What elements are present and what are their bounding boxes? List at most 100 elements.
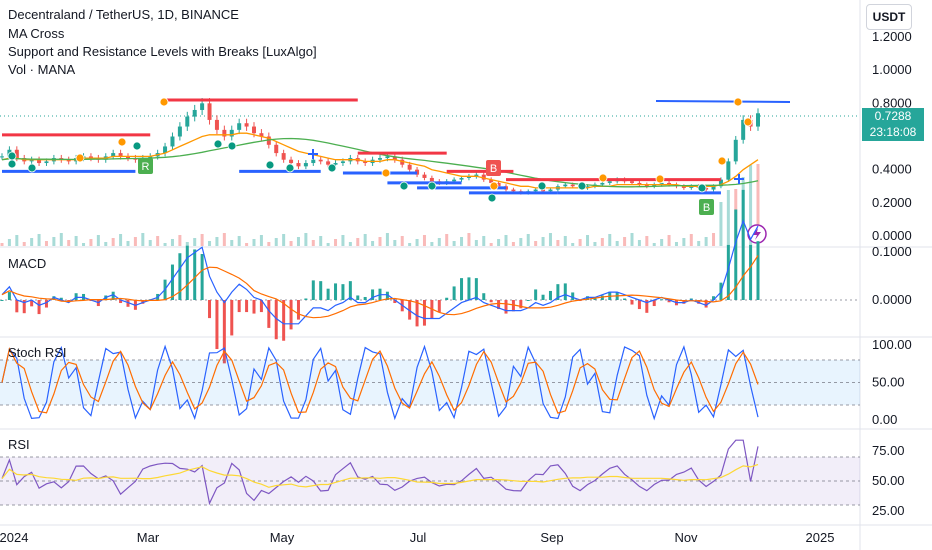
volume-bar bbox=[630, 233, 634, 246]
support-dot bbox=[697, 183, 707, 193]
macd-histogram-bar bbox=[334, 283, 338, 300]
candle-body bbox=[185, 116, 190, 127]
price-tick-label: 0.0000 bbox=[872, 228, 912, 243]
volume-bar bbox=[519, 238, 523, 246]
macd-histogram-bar bbox=[185, 245, 189, 300]
volume-bar bbox=[682, 238, 686, 246]
volume-bar bbox=[104, 242, 108, 246]
stoch-d-line bbox=[1, 347, 759, 414]
macd-histogram-bar bbox=[548, 290, 552, 300]
rsi-tick-label: 50.00 bbox=[872, 473, 905, 488]
recent-resistance-line bbox=[655, 100, 791, 103]
macd-histogram-bar bbox=[267, 300, 271, 328]
macd-histogram-bar bbox=[437, 300, 441, 313]
candle-body bbox=[459, 177, 464, 180]
rsi-tick-label: 25.00 bbox=[872, 503, 905, 518]
macd-histogram-bar bbox=[682, 300, 686, 304]
volume-bar bbox=[170, 239, 174, 246]
volume-bar bbox=[178, 235, 182, 246]
macd-histogram-bar bbox=[59, 297, 63, 300]
macd-histogram-bar bbox=[22, 300, 26, 314]
bullish-break-label-bg bbox=[699, 199, 714, 215]
candle-body bbox=[37, 159, 42, 164]
volume-bar bbox=[378, 237, 382, 246]
volume-bar bbox=[111, 238, 115, 246]
volume-bar bbox=[756, 164, 760, 246]
time-tick-label: May bbox=[270, 530, 295, 545]
macd-line bbox=[1, 219, 759, 325]
stoch-tick-label: 100.00 bbox=[872, 337, 912, 352]
volume-bar bbox=[163, 243, 167, 246]
candle-body bbox=[533, 189, 538, 192]
macd-histogram-bar bbox=[541, 294, 545, 300]
macd-histogram-bar bbox=[15, 300, 19, 313]
macd-histogram-bar bbox=[208, 300, 212, 319]
volume-bar bbox=[586, 235, 590, 246]
macd-histogram-bar bbox=[215, 300, 219, 350]
time-tick-label: 2025 bbox=[806, 530, 835, 545]
macd-histogram-bar bbox=[363, 296, 367, 300]
macd-histogram-bar bbox=[30, 300, 34, 307]
lightning-icon-glyph bbox=[753, 228, 761, 240]
macd-histogram-bar bbox=[749, 244, 753, 300]
bullish-break-label: B bbox=[703, 202, 710, 214]
volume-bar bbox=[422, 235, 426, 246]
volume-bar bbox=[22, 242, 26, 246]
macd-histogram-bar bbox=[44, 300, 48, 308]
macd-histogram-bar bbox=[408, 300, 412, 320]
macd-histogram-bar bbox=[504, 300, 508, 314]
macd-histogram-bar bbox=[667, 300, 671, 303]
candle-body bbox=[118, 153, 123, 157]
macd-histogram-bar bbox=[259, 300, 263, 313]
candle-body bbox=[274, 144, 279, 154]
candle-body bbox=[14, 149, 19, 159]
candle-body bbox=[363, 161, 368, 164]
indicator-support-resistance[interactable]: Support and Resistance Levels with Break… bbox=[8, 44, 317, 59]
volume-bar bbox=[156, 236, 160, 246]
macd-histogram-bar bbox=[511, 300, 515, 312]
candle-body bbox=[318, 159, 323, 162]
macd-histogram-bar bbox=[393, 300, 397, 304]
macd-histogram-bar bbox=[200, 253, 204, 300]
volume-bar bbox=[59, 233, 63, 246]
volume-bar bbox=[400, 236, 404, 246]
volume-bar bbox=[482, 236, 486, 246]
candle-body bbox=[466, 176, 471, 178]
volume-bar bbox=[600, 238, 604, 246]
candle-body bbox=[496, 182, 501, 187]
macd-histogram-bar bbox=[452, 286, 456, 300]
candle-body bbox=[718, 179, 723, 187]
volume-bar bbox=[467, 233, 471, 246]
candle-body bbox=[689, 186, 694, 188]
volume-bar bbox=[119, 234, 123, 246]
volume-bar bbox=[252, 239, 256, 246]
resistance-break-label-bg bbox=[138, 158, 153, 174]
macd-histogram-bar bbox=[497, 300, 501, 310]
macd-histogram-bar bbox=[660, 299, 664, 301]
volume-bar bbox=[15, 235, 19, 246]
candle-body bbox=[163, 146, 168, 154]
macd-histogram-bar bbox=[222, 300, 226, 364]
macd-histogram-bar bbox=[326, 288, 330, 300]
indicator-ma-cross[interactable]: MA Cross bbox=[8, 26, 65, 41]
candle-body bbox=[392, 156, 397, 160]
candle-body bbox=[667, 182, 672, 185]
macd-histogram-bar bbox=[311, 280, 315, 300]
volume-bar bbox=[437, 238, 441, 246]
volume-bar bbox=[593, 242, 597, 246]
volume-bar bbox=[415, 239, 419, 246]
currency-selector[interactable]: USDT bbox=[866, 4, 912, 30]
support-dot bbox=[427, 181, 437, 191]
volume-bar bbox=[430, 242, 434, 246]
indicator-volume[interactable]: Vol · MANA bbox=[8, 62, 76, 77]
macd-histogram-bar bbox=[726, 244, 730, 300]
volume-bar bbox=[341, 235, 345, 246]
volume-bar bbox=[393, 240, 397, 246]
macd-histogram-bar bbox=[274, 300, 278, 340]
candle-body bbox=[266, 136, 271, 145]
signal-dot bbox=[489, 181, 499, 191]
support-dot bbox=[213, 139, 223, 149]
time-tick-label: Mar bbox=[137, 530, 160, 545]
volume-bar bbox=[133, 237, 137, 246]
